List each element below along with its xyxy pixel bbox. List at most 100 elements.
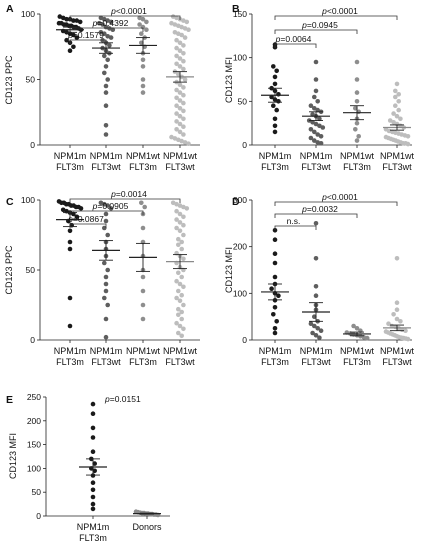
data-point: [137, 22, 142, 27]
category-label-line2: FLT3m: [261, 357, 289, 367]
data-point: [174, 53, 179, 59]
comparison-bracket: [69, 198, 181, 203]
data-point: [354, 59, 360, 65]
data-point: [67, 295, 73, 301]
data-point: [405, 141, 411, 147]
data-point: [179, 309, 184, 315]
data-point: [179, 246, 184, 252]
p-value-label: p<0.0001: [321, 6, 358, 16]
data-point: [184, 19, 190, 25]
p-value-label: p=0.0867: [67, 214, 104, 224]
y-tick-label: 100: [21, 195, 35, 205]
data-point: [110, 27, 116, 32]
data-point: [90, 501, 96, 507]
data-point: [140, 77, 146, 82]
data-point: [103, 334, 109, 340]
data-point: [269, 94, 274, 100]
y-tick-label: 0: [36, 511, 41, 521]
category-label-line1: NPM1m: [300, 151, 333, 161]
data-point: [105, 302, 110, 308]
data-point: [272, 305, 278, 310]
data-point: [396, 99, 402, 104]
data-point: [308, 321, 314, 327]
data-point: [177, 106, 183, 111]
data-point: [403, 328, 408, 334]
data-point: [177, 121, 183, 127]
comparison-bracket: [274, 213, 358, 218]
data-point: [364, 335, 370, 341]
data-point: [181, 222, 186, 228]
data-point: [176, 330, 181, 336]
y-tick-label: 150: [233, 9, 247, 19]
data-point: [354, 120, 360, 126]
data-point: [181, 214, 186, 220]
data-point: [181, 302, 186, 308]
data-point: [174, 208, 179, 214]
data-point: [177, 82, 183, 87]
data-point: [78, 206, 84, 211]
data-point: [354, 77, 360, 82]
data-point: [140, 57, 146, 63]
data-point: [276, 293, 281, 299]
y-tick-label: 0: [242, 140, 247, 150]
data-point: [174, 87, 179, 93]
data-point: [140, 83, 146, 89]
data-point: [103, 83, 109, 89]
data-point: [394, 300, 400, 306]
p-value-annotation: p=0.0151: [104, 394, 141, 404]
data-point: [272, 129, 278, 135]
data-point: [317, 335, 322, 341]
data-point: [174, 45, 179, 51]
data-point: [179, 316, 184, 322]
category-label-line1: NPM1m: [77, 522, 110, 532]
panel-letter: E: [6, 394, 13, 406]
data-point: [272, 116, 278, 122]
data-point: [90, 494, 96, 500]
data-point: [174, 278, 179, 284]
data-point: [312, 314, 317, 320]
data-point: [181, 326, 186, 332]
data-point: [391, 120, 396, 125]
data-point: [398, 319, 403, 324]
data-point: [396, 107, 402, 113]
data-point: [90, 487, 96, 493]
data-point: [181, 51, 186, 56]
data-point: [177, 323, 183, 329]
data-point: [272, 260, 278, 266]
p-value-label: n.s.: [287, 216, 301, 226]
data-point: [271, 64, 276, 69]
category-label-line2: FLT3m: [129, 357, 157, 367]
y-axis-label: CD123 MFI: [8, 433, 18, 479]
data-point: [174, 225, 179, 231]
comparison-bracket: [69, 210, 144, 215]
data-point: [90, 401, 96, 407]
p-value-label: p=0.0032: [301, 204, 338, 214]
comparison-bracket: [274, 15, 398, 20]
category-label-line1: NPM1m: [90, 346, 123, 356]
data-point: [271, 312, 276, 317]
data-point: [354, 138, 360, 143]
category-label-line2: FLT3wt: [91, 162, 121, 172]
data-point: [102, 53, 107, 59]
data-point: [308, 135, 314, 141]
data-point: [181, 256, 186, 262]
category-label-line2: FLT3wt: [91, 357, 121, 367]
y-axis-label: CD123 PPC: [4, 245, 14, 295]
data-point: [274, 319, 280, 324]
data-point: [103, 103, 109, 108]
data-point: [179, 292, 184, 298]
data-point: [103, 132, 109, 137]
category-label-line1: NPM1wt: [126, 346, 161, 356]
data-point: [394, 113, 400, 119]
data-point: [182, 35, 188, 40]
data-point: [140, 64, 146, 69]
data-point: [174, 61, 179, 67]
data-point: [315, 99, 321, 104]
data-point: [140, 316, 146, 322]
data-point: [312, 138, 317, 143]
data-point: [181, 100, 186, 106]
data-point: [181, 132, 186, 137]
category-label-line2: FLT3wt: [165, 357, 195, 367]
